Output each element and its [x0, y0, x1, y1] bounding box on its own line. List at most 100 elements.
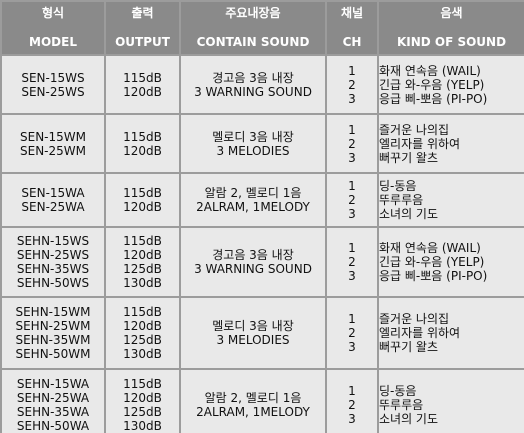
kind-of-sound-cell-line: 긴급 와-우음 (YELP) — [379, 77, 485, 92]
channel-cell-line: 2 — [348, 255, 356, 269]
output-cell-line: 120dB — [123, 391, 162, 405]
contain-sound-cell-line: 경고음 3음 내장 — [212, 248, 294, 262]
kind-of-sound-cell-line: 화재 연속음 (WAIL) — [379, 241, 481, 255]
channel-cell-line: 3 — [348, 412, 356, 426]
header-row: 형식 MODEL 출력 OUTPUT 주요내장음 CONTAIN SOUND 채… — [2, 2, 524, 54]
output-cell-line: 125dB — [123, 262, 162, 276]
contain-sound-cell-line: 알람 2, 멜로디 1음 — [204, 391, 302, 405]
header-ch: 채널 CH — [327, 2, 377, 54]
output-cell-line: 125dB — [123, 333, 162, 347]
output-cell-line: 115dB — [123, 129, 162, 144]
contain-sound-cell: 멜로디 3음 내장 3 MELODIES — [181, 115, 325, 172]
spec-table-body: SEN-15WS SEN-25WS 115dB 120dB 경고음 3음 내장 3 WAR… — [2, 56, 524, 433]
header-output: 출력 OUTPUT — [106, 2, 179, 54]
output-cell-line: 120dB — [123, 248, 162, 262]
table-row: SEN-15WA SEN-25WA 115dB 120dB 알람 2, 멜로디 1음 2A… — [2, 174, 524, 226]
channel-cell-line: 3 — [348, 269, 356, 283]
model-cell-line: SEHN-15WA — [16, 377, 90, 391]
model-cell-line: SEHN-50WA — [16, 419, 90, 433]
model-cell-line: SEHN-25WM — [15, 319, 91, 333]
contain-sound-cell-line: 3 MELODIES — [216, 333, 290, 347]
output-cell-line: 130dB — [123, 419, 162, 433]
model-cell-line: SEN-25WA — [21, 200, 85, 214]
kind-of-sound-cell-line: 화재 연속음 (WAIL) — [379, 63, 481, 78]
model-cell-line: SEHN-35WM — [15, 333, 91, 347]
model-cell-line: SEN-15WA — [21, 186, 85, 200]
contain-sound-cell: 경고음 3음 내장 3 WARNING SOUND — [181, 228, 325, 296]
model-cell-line: SEHN-15WS — [16, 234, 90, 248]
channel-cell-line: 1 — [348, 63, 356, 78]
header-kind-en: KIND OF SOUND — [396, 34, 507, 49]
kind-of-sound-cell-line: 딩-동음 — [379, 384, 417, 398]
output-cell-line: 125dB — [123, 405, 162, 419]
output-cell-line: 120dB — [123, 84, 162, 99]
contain-sound-cell-line: 2ALRAM, 1MELODY — [196, 200, 310, 214]
contain-sound-cell-line: 멜로디 3음 내장 — [212, 319, 294, 333]
kind-of-sound-cell-line: 엘리자를 위하여 — [379, 326, 461, 340]
output-cell-line: 115dB — [123, 234, 162, 248]
output-cell-line: 120dB — [123, 319, 162, 333]
model-cell: SEHN-15WA SEHN-25WA SEHN-35WA SEHN-50WA — [2, 370, 104, 433]
contain-sound-cell-line: 2ALRAM, 1MELODY — [196, 405, 310, 419]
table-row: SEHN-15WM SEHN-25WM SEHN-35WM SEHN-50WM 115d… — [2, 298, 524, 368]
table-row: SEN-15WM SEN-25WM 115dB 120dB 멜로디 3음 내장 3 MEL… — [2, 115, 524, 172]
contain-sound-cell-line: 3 WARNING SOUND — [194, 84, 312, 99]
kind-of-sound-cell-line: 긴급 와-우음 (YELP) — [379, 255, 485, 269]
kind-of-sound-cell-line: 뚜루루음 — [379, 193, 424, 207]
channel-cell-line: 2 — [348, 77, 356, 92]
output-cell-line: 120dB — [123, 200, 162, 214]
output-cell-inner: 115dB 120dB — [123, 130, 162, 158]
header-output-ko: 출력 — [131, 5, 154, 20]
output-cell-inner: 115dB 120dB — [123, 186, 162, 214]
contain-sound-cell-line: 알람 2, 멜로디 1음 — [204, 186, 302, 200]
channel-cell-line: 1 — [348, 312, 356, 326]
kind-of-sound-cell-line: 엘리자를 위하여 — [379, 136, 461, 151]
model-cell-line: SEN-15WS — [21, 70, 85, 85]
header-sound-ko: 주요내장음 — [225, 5, 281, 20]
output-cell: 115dB 120dB 125dB 130dB — [106, 228, 179, 296]
channel-cell-line: 3 — [348, 340, 356, 354]
model-cell-line: SEHN-35WA — [16, 405, 90, 419]
kind-of-sound-cell-line: 딩-동음 — [379, 179, 417, 193]
model-cell-line: SEN-25WS — [21, 84, 85, 99]
output-cell: 115dB 120dB — [106, 174, 179, 226]
model-cell: SEN-15WM SEN-25WM — [2, 115, 104, 172]
kind-of-sound-cell-line: 즐거운 나의집 — [379, 122, 450, 137]
model-cell-line: SEHN-15WM — [15, 305, 91, 319]
model-cell-line: SEHN-50WM — [15, 347, 91, 361]
table-row: SEN-15WS SEN-25WS 115dB 120dB 경고음 3음 내장 3 WAR… — [2, 56, 524, 113]
channel-cell-line: 2 — [348, 398, 356, 412]
header-kind: 음색 KIND OF SOUND — [379, 2, 524, 54]
model-cell-line: SEHN-25WA — [16, 391, 90, 405]
output-cell: 115dB 120dB — [106, 56, 179, 113]
header-sound-en: CONTAIN SOUND — [196, 34, 310, 49]
model-cell-line: SEN-15WM — [20, 129, 86, 144]
contain-sound-cell-line: 3 MELODIES — [216, 143, 290, 158]
channel-cell-line: 3 — [348, 150, 356, 165]
output-cell: 115dB 120dB — [106, 115, 179, 172]
contain-sound-cell: 알람 2, 멜로디 1음 2ALRAM, 1MELODY — [181, 174, 325, 226]
channel-cell-line: 1 — [348, 179, 356, 193]
model-cell-line: SEHN-35WS — [16, 262, 90, 276]
kind-of-sound-cell-line: 소녀의 기도 — [379, 412, 439, 426]
channel-cell-line: 2 — [348, 326, 356, 340]
header-model: 형식 MODEL — [2, 2, 104, 54]
kind-of-sound-cell: 딩-동음 뚜루루음 소녀의 기도 — [379, 174, 524, 226]
model-cell-line: SEHN-50WS — [16, 276, 90, 290]
header-sound: 주요내장음 CONTAIN SOUND — [181, 2, 325, 54]
model-cell: SEHN-15WS SEHN-25WS SEHN-35WS SEHN-50WS — [2, 228, 104, 296]
output-cell-inner: 115dB 120dB 125dB 130dB — [123, 234, 162, 290]
kind-of-sound-cell-line: 응급 삐-뽀음 (PI-PO) — [379, 91, 488, 106]
output-cell-line: 115dB — [123, 70, 162, 85]
kind-of-sound-cell-line: 응급 삐-뽀음 (PI-PO) — [379, 269, 488, 283]
kind-of-sound-cell: 즐거운 나의집 엘리자를 위하여 뻐꾸기 왈츠 — [379, 298, 524, 368]
contain-sound-cell-line: 멜로디 3음 내장 — [212, 129, 294, 144]
model-cell: SEHN-15WM SEHN-25WM SEHN-35WM SEHN-50WM — [2, 298, 104, 368]
contain-sound-cell: 멜로디 3음 내장 3 MELODIES — [181, 298, 325, 368]
